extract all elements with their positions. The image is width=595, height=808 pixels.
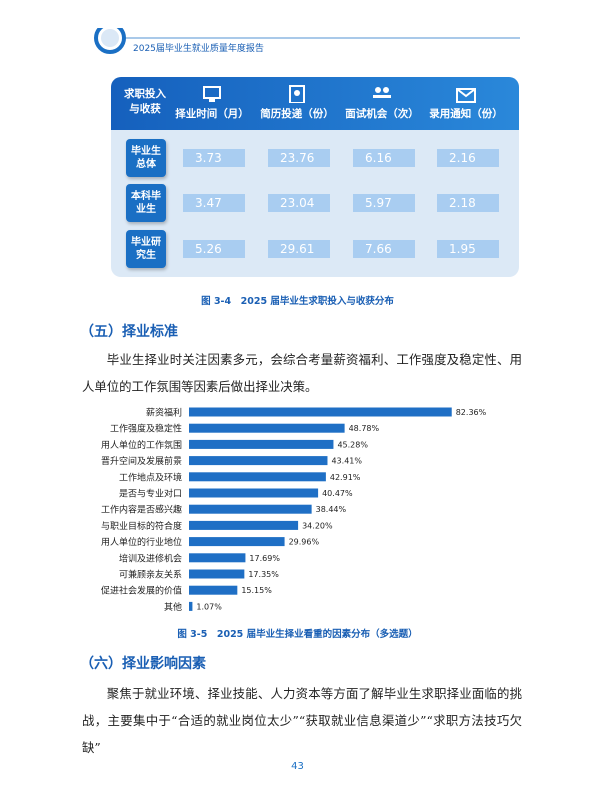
bar [189,585,238,595]
data-label: 48.78% [349,424,380,433]
bar [189,569,245,579]
cell: 3.73 [183,149,245,167]
bar [189,553,246,563]
column-header: 简历投递（份） [260,108,334,120]
y-tick-label: 工作内容是否感兴趣 [101,504,182,516]
bar [189,439,334,449]
summary-table: 求职投入与收获 择业时间（月） 简历投递（份） 面试机会（次） 录用通知（份） … [111,77,519,277]
cell: 1.95 [437,240,499,258]
bar [189,601,193,611]
y-tick-label: 工作地点及环境 [119,471,182,483]
cell: 3.47 [183,194,245,212]
table-corner: 求职投入与收获 [124,88,166,115]
data-label: 17.69% [249,554,280,563]
icon [289,85,305,103]
row-label: 毕业生总体 [126,139,166,177]
bar [189,504,312,514]
y-tick-label: 与职业目标的符合度 [101,520,182,532]
data-label: 34.20% [302,521,333,530]
y-tick-label: 晋升空间及发展前景 [101,455,182,467]
bar [189,423,345,433]
cell: 29.61 [268,240,330,258]
cell: 6.16 [353,149,415,167]
icon [456,88,476,103]
data-label: 1.07% [196,602,222,611]
data-label: 17.35% [248,570,279,579]
section-heading: （六）择业影响因素 [80,656,206,672]
row-label: 毕业研究生 [126,230,166,268]
bar [189,520,299,530]
cell: 5.26 [183,240,245,258]
y-tick-label: 培训及进修机会 [119,552,182,564]
header-title: 2025届毕业生就业质量年度报告 [133,44,264,54]
bar [189,407,452,417]
page-number: 43 [291,761,304,772]
figure-caption: 图 3-5 2025 届毕业生择业看重的因素分布（多选题） [177,629,418,640]
y-tick-label: 促进社会发展的价值 [101,585,182,597]
y-tick-label: 用人单位的行业地位 [101,536,182,548]
data-label: 15.15% [241,586,272,595]
data-label: 40.47% [322,489,353,498]
bar [189,488,319,498]
y-tick-label: 用人单位的工作氛围 [101,439,182,451]
cell: 7.66 [353,240,415,258]
column-header: 面试机会（次） [345,108,419,120]
data-label: 38.44% [316,505,347,514]
cell: 5.97 [353,194,415,212]
cell: 23.76 [268,149,330,167]
data-label: 82.36% [456,408,487,417]
data-label: 29.96% [289,538,320,547]
y-tick-label: 是否与专业对口 [119,488,182,500]
figure-caption: 图 3-4 2025 届毕业生求职投入与收获分布 [201,296,394,307]
y-tick-label: 工作强度及稳定性 [110,423,182,435]
column-header: 录用通知（份） [429,108,503,120]
bar [189,472,326,482]
icon [373,87,391,98]
y-tick-label: 可兼顾亲友关系 [119,569,182,581]
data-label: 43.41% [331,457,362,466]
cell: 2.18 [437,194,499,212]
y-tick-label: 薪资福利 [146,407,182,419]
header-decoration [94,28,520,54]
y-tick-label: 其他 [164,601,182,613]
paragraph: 聚焦于就业环境、择业技能、人力资本等方面了解毕业生求职择业面临的挑战，主要集中于… [82,686,522,755]
row-label: 本科毕业生 [126,184,166,222]
paragraph: 毕业生择业时关注因素多元，会综合考量薪资福利、工作强度及稳定性、用人单位的工作氛… [82,352,522,394]
icon [203,86,221,102]
column-header: 择业时间（月） [175,108,249,120]
data-label: 45.28% [337,440,368,449]
table-header-band [111,77,519,130]
cell: 2.16 [437,149,499,167]
chart: 薪资福利 82.36% 工作强度及稳定性 48.78% 用人单位的工作氛围 45.28% 晋… [101,407,487,613]
bar [189,537,285,547]
data-label: 42.91% [330,473,361,482]
cell: 23.04 [268,194,330,212]
bar [189,456,328,466]
section-heading: （五）择业标准 [80,324,178,340]
